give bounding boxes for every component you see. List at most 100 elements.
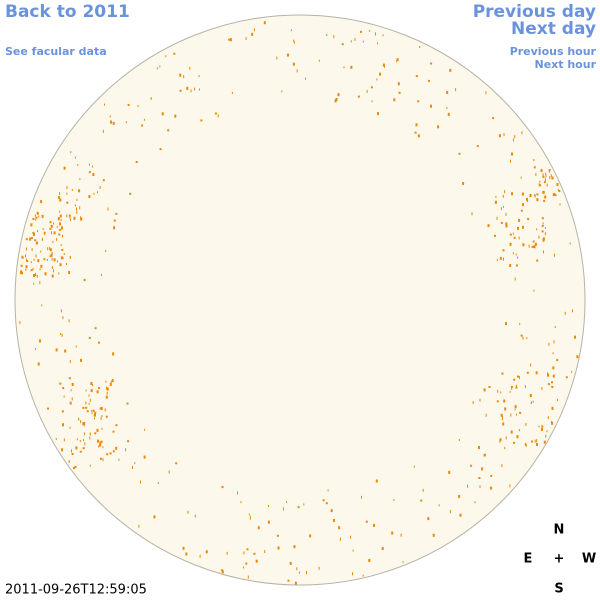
spot (552, 352, 554, 355)
facular-link[interactable]: See facular data (5, 45, 107, 58)
spot (545, 174, 547, 178)
previous-day-link[interactable]: Previous day (473, 2, 596, 22)
spot (137, 105, 139, 107)
spot (89, 436, 91, 440)
spot (550, 174, 552, 178)
spot (77, 163, 79, 166)
spot (34, 272, 36, 275)
spot (534, 439, 536, 443)
spot (58, 272, 60, 275)
spot (545, 172, 547, 175)
spot (100, 440, 103, 443)
spot (39, 339, 41, 343)
spot (88, 171, 91, 174)
spot (551, 381, 553, 384)
spot (62, 423, 64, 427)
spot (251, 32, 254, 36)
spot (40, 264, 43, 268)
spot (318, 566, 320, 570)
spot (125, 448, 127, 452)
spot (59, 191, 61, 195)
spot (53, 222, 54, 225)
spot (290, 29, 292, 32)
spot (542, 190, 545, 194)
spot (43, 231, 46, 234)
spot (100, 407, 103, 410)
spot (530, 401, 532, 405)
spot (106, 387, 109, 391)
spot (49, 248, 52, 252)
spot (393, 499, 395, 501)
spot (518, 218, 521, 222)
spot (71, 453, 74, 455)
spot (58, 233, 61, 236)
spot (527, 200, 529, 203)
spot (496, 259, 498, 262)
spot (143, 455, 146, 459)
spot (282, 507, 284, 511)
spot (544, 227, 546, 230)
spot (80, 216, 81, 219)
spot (199, 554, 201, 558)
spot (333, 35, 335, 39)
spot (90, 389, 93, 393)
spot (55, 348, 58, 352)
spot (26, 258, 28, 261)
spot (553, 340, 555, 344)
spot (59, 198, 62, 202)
spot (33, 274, 35, 277)
spot (377, 42, 378, 45)
spot (470, 464, 473, 467)
spot (522, 225, 524, 229)
spot (379, 72, 382, 76)
spot (150, 97, 152, 100)
spot (74, 466, 77, 468)
spot (68, 460, 70, 463)
previous-hour-link[interactable]: Previous hour (510, 45, 597, 58)
spot (533, 166, 536, 169)
spot (499, 438, 502, 442)
spot (21, 272, 23, 275)
spot (485, 91, 487, 95)
spot (221, 485, 223, 488)
spot (106, 386, 107, 390)
spot (221, 570, 224, 574)
spot (80, 420, 82, 424)
spot (547, 383, 550, 386)
spot (393, 98, 396, 102)
spot (19, 321, 21, 325)
spot (248, 513, 250, 516)
spot (94, 327, 97, 330)
next-day-link[interactable]: Next day (511, 19, 596, 39)
next-hour-link[interactable]: Next hour (535, 58, 597, 71)
spot (89, 398, 91, 402)
spot (36, 211, 39, 215)
spot (396, 58, 399, 62)
spot (504, 407, 507, 411)
spot (474, 501, 476, 504)
spot (51, 266, 53, 269)
spot (257, 526, 260, 530)
spot (179, 89, 182, 92)
spot (524, 385, 526, 389)
spot (516, 413, 517, 416)
spot (109, 115, 111, 118)
spot (30, 223, 33, 227)
spot (135, 161, 138, 163)
spot (51, 251, 53, 255)
spot (110, 380, 112, 383)
back-link[interactable]: Back to 2011 (5, 2, 130, 22)
spot (56, 260, 58, 263)
spot (542, 238, 545, 242)
spot (190, 89, 192, 93)
spot (500, 391, 502, 394)
spot (69, 215, 71, 219)
spot (292, 62, 295, 66)
spot (127, 440, 130, 443)
spot (71, 449, 72, 453)
spot (91, 409, 93, 412)
spot (63, 395, 65, 398)
spot (446, 107, 448, 110)
spot (483, 453, 486, 456)
